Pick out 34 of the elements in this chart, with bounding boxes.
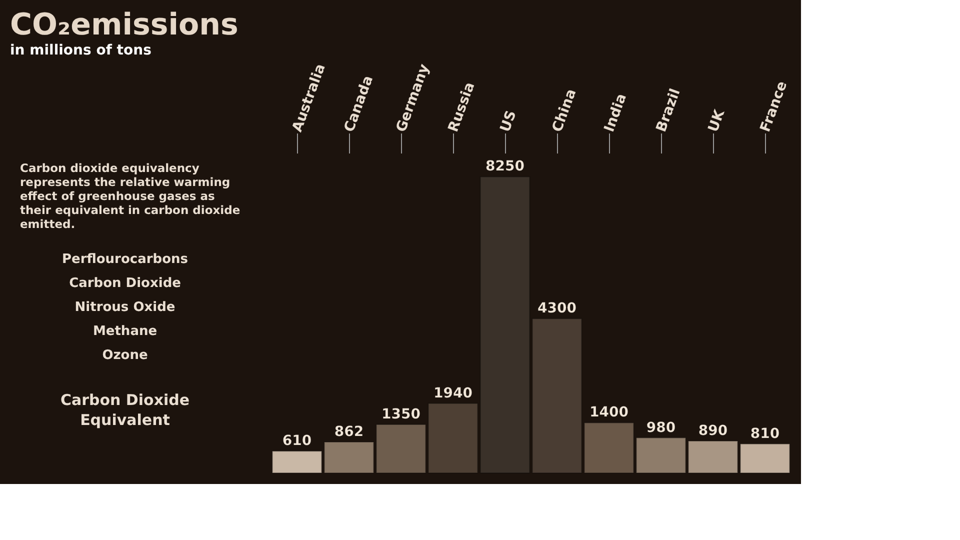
data-label: 1400: [590, 404, 629, 421]
bar: [376, 424, 426, 474]
bar: [740, 443, 790, 474]
x-tick-label: UK: [705, 106, 729, 134]
data-label: 1350: [382, 406, 421, 423]
data-label: 8250: [486, 158, 525, 175]
chart-title: CO₂emissions: [10, 8, 238, 43]
data-label: 1940: [434, 385, 473, 402]
text: Equivalent: [80, 411, 170, 429]
data-label: 862: [334, 424, 364, 440]
x-tick-label: India: [601, 92, 630, 134]
text: in millions of tons: [10, 42, 152, 59]
bar: [636, 437, 686, 474]
text: Perflourocarbons: [62, 252, 188, 267]
bar: [272, 450, 322, 474]
x-tick-label: China: [549, 86, 580, 134]
data-label: 980: [646, 420, 676, 436]
bar: [428, 402, 478, 474]
data-label: 810: [750, 426, 780, 442]
data-label: 610: [282, 433, 312, 450]
x-tick-label: US: [497, 108, 520, 134]
bar: [480, 176, 530, 474]
data-label: 4300: [538, 300, 577, 317]
bar: [584, 422, 634, 474]
data-label: 890: [698, 423, 728, 440]
bar: [532, 318, 582, 474]
text: Carbon dioxide equivalency represents the relative warming effect of greenhouse gases as their equivalent in carbon dioxide emitted.: [20, 161, 240, 231]
text: Ozone: [102, 348, 148, 363]
text: Nitrous Oxide: [74, 300, 176, 315]
text: Carbon Dioxide: [60, 391, 190, 409]
text: Methane: [92, 324, 158, 339]
bar: [688, 440, 738, 474]
bar: [324, 442, 374, 474]
text: Carbon Dioxide: [69, 276, 181, 291]
